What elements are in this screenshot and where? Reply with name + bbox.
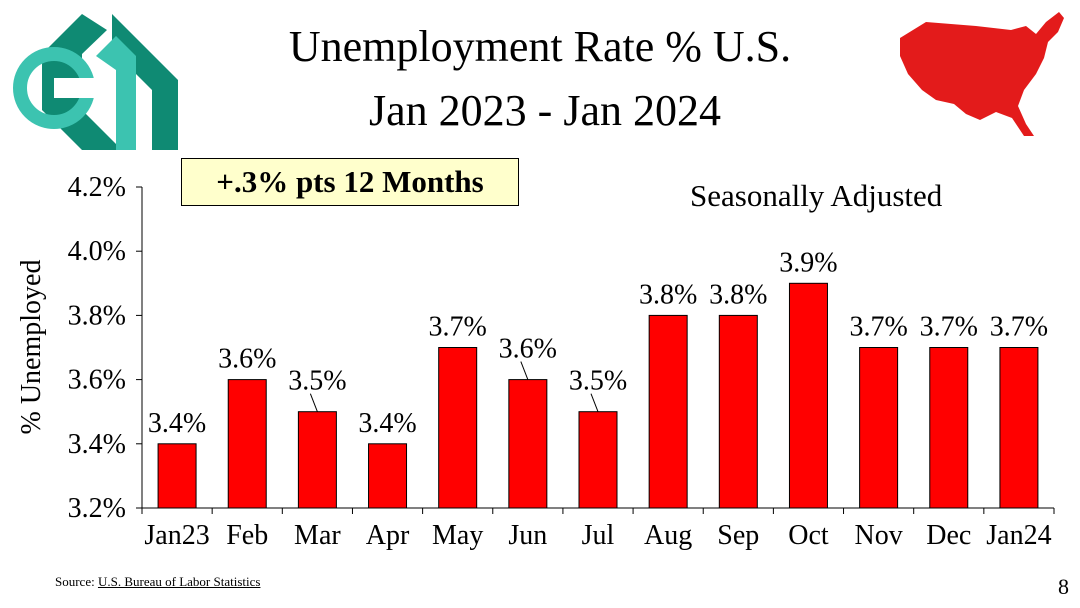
source-prefix: Source: [55,574,98,589]
x-tick-label: Feb [226,520,268,551]
bar [718,314,758,509]
x-tick-label: Aug [644,520,692,551]
y-tick-label: 4.0% [68,236,126,267]
data-label: 3.7% [920,312,978,343]
x-tick-label: Jan24 [986,520,1051,551]
source-note: Source: U.S. Bureau of Labor Statistics [55,574,260,590]
y-tick-label: 3.4% [68,429,126,460]
data-label: 3.5% [288,366,346,397]
data-label: 3.8% [639,279,697,310]
page-number: 8 [1058,574,1069,599]
company-logo [13,14,178,150]
data-label-leader [590,393,599,412]
bar [929,347,969,509]
x-tick-label: Sep [717,520,759,551]
x-tick-label: Dec [926,520,971,551]
data-label: 3.7% [429,312,487,343]
y-tick-label: 3.6% [68,365,126,396]
seasonally-adjusted-note: Seasonally Adjusted [690,178,943,213]
us-map-icon [900,12,1064,136]
x-tick-label: Oct [788,520,829,551]
x-tick-label: May [432,520,483,551]
y-tick-label: 3.8% [68,300,126,331]
data-label: 3.7% [849,312,907,343]
x-tick-label: Jun [508,520,547,551]
bar [157,443,197,509]
x-tick-label: Apr [366,520,410,551]
x-tick-label: Jan23 [144,520,209,551]
source-link[interactable]: U.S. Bureau of Labor Statistics [97,574,261,589]
bar [999,347,1039,509]
data-label-leader [520,361,529,380]
data-label: 3.8% [709,279,767,310]
y-tick-label: 4.2% [68,172,126,203]
bar [648,314,688,509]
data-label: 3.9% [779,247,837,278]
y-tick-label: 3.2% [68,493,126,524]
bar [368,443,408,509]
x-tick-label: Jul [582,520,615,551]
data-label: 3.6% [499,334,557,365]
data-label: 3.4% [148,408,206,439]
bar [297,411,337,509]
bar [438,347,478,509]
data-label: 3.7% [990,312,1048,343]
data-label: 3.4% [358,408,416,439]
x-tick-label: Mar [294,520,341,551]
bar [788,282,828,509]
slide-title-line2: Jan 2023 - Jan 2024 [369,86,721,135]
bar [227,379,267,509]
bar [859,347,899,509]
bar [508,379,548,509]
data-label: 3.5% [569,366,627,397]
data-label-leader [309,393,318,412]
slide-title-line1: Unemployment Rate % U.S. [288,22,792,71]
data-label: 3.6% [218,344,276,375]
x-tick-label: Nov [854,520,902,551]
change-callout: +.3% pts 12 Months [181,158,519,206]
bar [578,411,618,509]
